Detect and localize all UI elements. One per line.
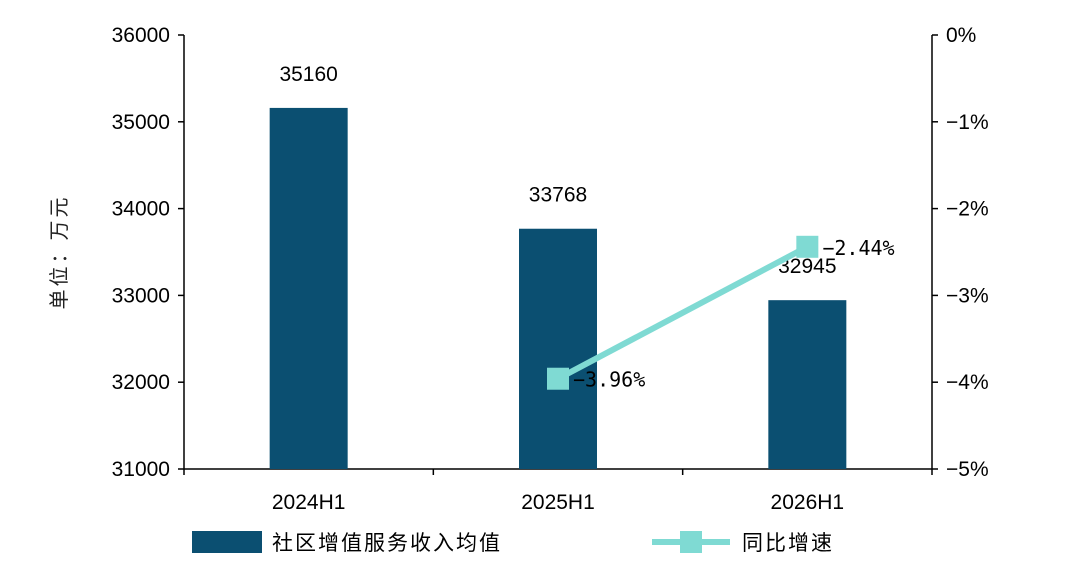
left-tick-label: 34000 — [112, 198, 170, 221]
legend-line-label: 同比增速 — [742, 531, 834, 555]
growth-value-label: −2.44% — [822, 236, 894, 260]
left-tick-label: 35000 — [112, 111, 170, 134]
axes: 36000 35000 34000 33000 32000 31000 0% −1% −2% −3… — [47, 24, 989, 514]
bar-value-label: 35160 — [279, 63, 337, 86]
growth-value-label: −3.96% — [573, 368, 645, 392]
left-tick-label: 36000 — [112, 24, 170, 47]
legend-bar-label: 社区增值服务收入均值 — [272, 531, 502, 555]
legend-line-marker — [680, 531, 702, 553]
bar-value-label: 33768 — [529, 184, 587, 207]
growth-marker — [796, 235, 819, 258]
x-tick-label: 2025H1 — [521, 491, 595, 514]
y-axis-title: 单位：万元 — [47, 195, 71, 310]
growth-line — [556, 244, 809, 382]
growth-marker — [547, 367, 569, 390]
right-tick-label: −5% — [946, 458, 989, 481]
right-tick-label: −2% — [946, 198, 989, 221]
left-tick-label: 31000 — [112, 458, 170, 481]
bar-labels: 35160 33768 32945 — [279, 63, 836, 278]
legend-bar-swatch — [192, 531, 262, 553]
bars — [269, 107, 847, 470]
right-tick-label: 0% — [946, 24, 976, 47]
bar-2026H1 — [768, 300, 847, 469]
bar-2024H1 — [269, 107, 348, 470]
legend: 社区增值服务收入均值 同比增速 — [192, 531, 834, 555]
left-tick-label: 32000 — [112, 371, 170, 394]
right-tick-label: −3% — [946, 284, 989, 307]
right-tick-label: −4% — [946, 371, 989, 394]
right-tick-label: −1% — [946, 111, 989, 134]
bar-2025H1 — [519, 228, 597, 469]
left-tick-label: 33000 — [112, 284, 170, 307]
growth-line-layer: −3.96% −2.44% — [547, 235, 895, 392]
x-tick-label: 2024H1 — [272, 491, 346, 514]
x-tick-label: 2026H1 — [771, 491, 845, 514]
bar-value-label: 32945 — [778, 255, 836, 278]
